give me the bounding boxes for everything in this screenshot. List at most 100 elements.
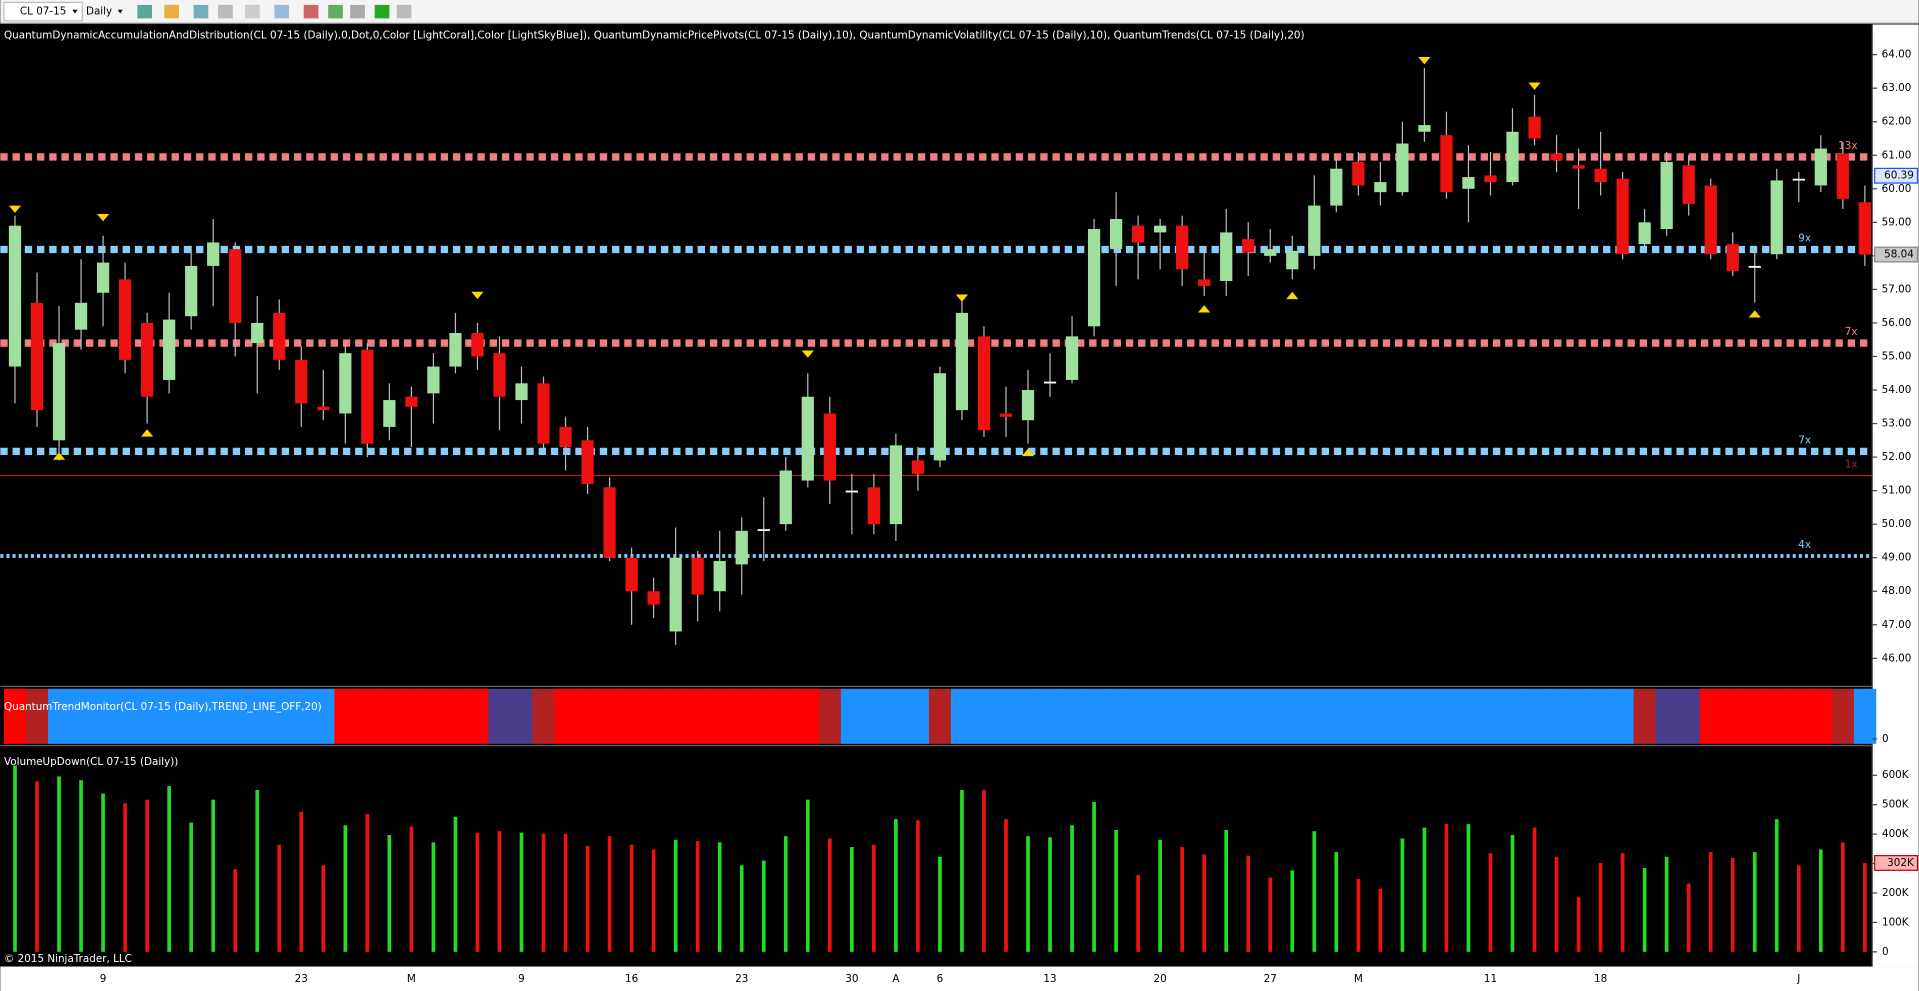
symbol[interactable]: CL 07-15 [20, 6, 66, 18]
drawing-tool-button[interactable] [164, 4, 179, 19]
volume-bar [101, 793, 105, 952]
candle-body [229, 249, 242, 323]
pivot-high [801, 350, 814, 358]
volume-bar [805, 799, 810, 952]
candle-body [1528, 116, 1541, 139]
y-tick-label: 57.00 [1882, 283, 1912, 295]
volume-bar [1334, 852, 1339, 952]
y-tick-label: 400K [1882, 828, 1910, 840]
trend-state [532, 688, 555, 744]
candle-body [52, 343, 66, 441]
trend-state [1039, 688, 1062, 744]
properties-button[interactable] [374, 4, 390, 19]
candle-body [581, 440, 594, 484]
level-label: 13x [1838, 140, 1857, 152]
trend-state [444, 688, 467, 744]
volume-bar [1224, 829, 1229, 952]
trend-state [488, 688, 511, 744]
candle-body [845, 490, 858, 493]
volume-bar [1246, 855, 1251, 952]
candle-body [1352, 161, 1365, 186]
volume-bar [299, 811, 304, 952]
level-label: 9x [1798, 232, 1811, 244]
pivot-high [471, 291, 484, 300]
volume-bar [651, 849, 656, 952]
trend-panel-title: QuantumTrendMonitor(CL 07-15 (Daily),TRE… [4, 701, 322, 713]
volume-badge [1874, 855, 1919, 871]
candle-body [1748, 265, 1761, 268]
volume-bar [1664, 856, 1669, 952]
trend-state [158, 688, 181, 744]
zoom-button[interactable] [274, 4, 290, 19]
trend-state [1325, 688, 1348, 744]
candle-body [1154, 225, 1167, 233]
volume-bar [79, 780, 83, 952]
trend-state [1193, 688, 1216, 744]
volume-bar [1444, 824, 1449, 952]
candle-body [1770, 180, 1783, 255]
candle-body [1550, 153, 1563, 161]
candle-body [1572, 165, 1585, 169]
x-tick-label: 11 [1484, 973, 1497, 985]
candle-body [1594, 168, 1607, 183]
crosshair-button[interactable] [218, 4, 233, 19]
trend-state [1699, 688, 1723, 744]
trend-state [1479, 688, 1502, 744]
trend-state [906, 688, 930, 744]
trend-state [1831, 688, 1855, 744]
candle-body [1087, 229, 1101, 327]
volume-bar [960, 789, 964, 952]
candle-body [493, 353, 506, 397]
candle-body [1462, 177, 1475, 189]
candle-body [1726, 244, 1739, 271]
volume-bar [1532, 827, 1537, 952]
volume-bar [541, 833, 546, 952]
volume-bar [1466, 824, 1471, 952]
volume-bar [1312, 831, 1317, 952]
volume-bar [827, 838, 832, 952]
trend-state [1347, 688, 1370, 744]
x-tick-label: 23 [735, 973, 748, 985]
x-tick-label: 30 [845, 973, 858, 985]
volume-bar [872, 844, 876, 952]
trend-state [1127, 688, 1150, 744]
trend-state [1413, 688, 1436, 744]
trend-state [1787, 688, 1811, 744]
volume-bar [1114, 829, 1118, 952]
candle-body [339, 353, 352, 414]
templates-button[interactable] [396, 4, 412, 19]
volume-bar [189, 822, 194, 952]
candle-body [163, 319, 176, 380]
level-label: 4x [1798, 539, 1811, 551]
interval[interactable]: Daily [86, 6, 112, 18]
candle-body [1176, 225, 1189, 270]
strategies-button[interactable] [350, 4, 365, 19]
y-tick-label: 600K [1882, 769, 1910, 781]
add-button[interactable] [193, 4, 209, 19]
trend-state [92, 688, 115, 744]
trend-state [180, 688, 203, 744]
trend-state [1215, 688, 1238, 744]
volume-bar [57, 776, 61, 952]
volume-bar [1092, 802, 1096, 952]
volume-bar [938, 856, 942, 952]
trend-state [268, 688, 291, 744]
volume-bar [35, 781, 39, 952]
y-tick-label: 500K [1882, 799, 1910, 811]
candle-body [1418, 125, 1431, 132]
trend-state [884, 688, 908, 744]
trend-state [136, 688, 159, 744]
symbol-selector[interactable] [3, 1, 83, 22]
candle-body [801, 396, 814, 481]
volume-bar [277, 844, 282, 952]
candle-body [999, 413, 1013, 417]
indicators-button[interactable] [328, 4, 343, 19]
candle-body [8, 225, 22, 367]
trend-state [422, 688, 445, 744]
pointer-button[interactable] [245, 4, 260, 19]
data-box-button[interactable] [303, 4, 319, 19]
chart-style-button[interactable] [137, 4, 153, 19]
y-tick-label: 47.00 [1882, 619, 1912, 631]
trend-state [1281, 688, 1304, 744]
